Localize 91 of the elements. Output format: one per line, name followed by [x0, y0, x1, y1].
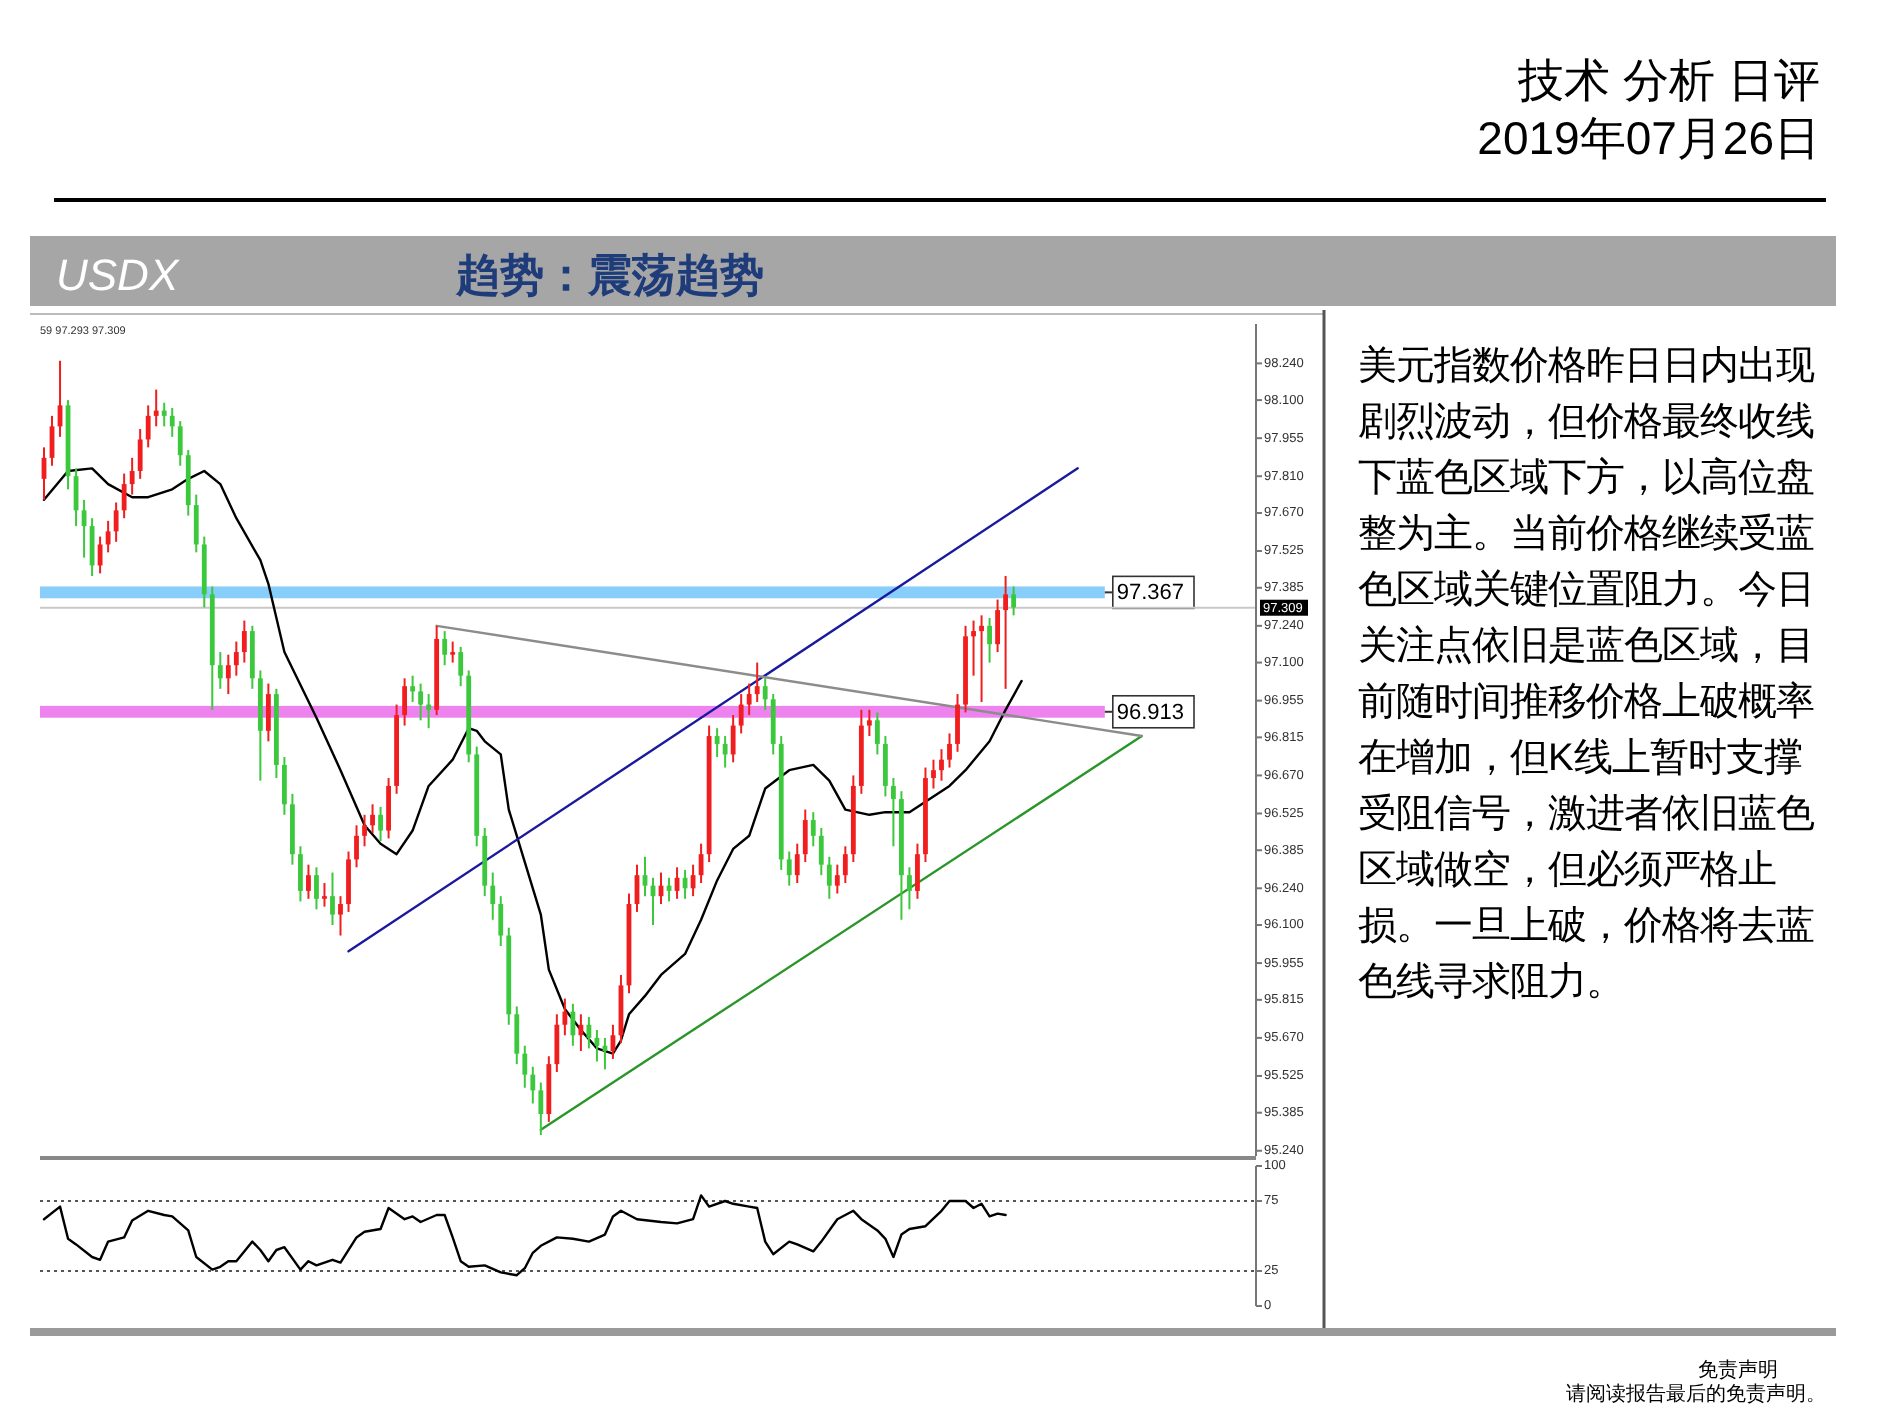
candlestick	[562, 997, 568, 1037]
candlestick	[177, 420, 183, 467]
candlestick	[161, 401, 167, 428]
candlestick	[378, 805, 383, 843]
candlestick	[714, 727, 720, 759]
line-series	[42, 1194, 1007, 1277]
candlestick	[754, 661, 760, 703]
candlestick	[907, 866, 912, 911]
candlestick	[265, 682, 271, 743]
candlestick	[987, 616, 992, 664]
candlestick	[947, 732, 952, 769]
candlestick	[450, 640, 456, 664]
text: 2019年07月26日	[1477, 110, 1820, 168]
candlestick	[866, 708, 872, 738]
candlestick	[931, 758, 936, 790]
candlestick	[554, 1013, 560, 1074]
candlestick	[770, 693, 776, 756]
candlestick	[874, 711, 880, 756]
candlestick	[113, 501, 119, 543]
candlestick	[722, 735, 728, 769]
candlestick	[370, 803, 375, 835]
candlestick	[570, 1002, 576, 1047]
candlestick	[426, 693, 432, 730]
candlestick	[442, 630, 448, 667]
candlestick	[338, 895, 343, 937]
candlestick	[121, 472, 127, 520]
candlestick	[915, 842, 920, 900]
candlestick	[306, 863, 311, 900]
candlestick	[979, 614, 984, 703]
candlestick	[498, 895, 504, 948]
candlestick	[738, 693, 744, 735]
candlestick	[834, 863, 840, 895]
band-label: 97.367	[1116, 581, 1185, 606]
candlestick	[730, 714, 736, 764]
candlestick	[193, 493, 199, 554]
candlestick	[386, 777, 391, 840]
candlestick	[225, 653, 231, 696]
candlestick	[955, 693, 960, 753]
text: 技术 分析 日评	[1516, 52, 1820, 110]
candlestick	[826, 855, 832, 900]
candlestick	[233, 640, 239, 677]
candlestick	[538, 1081, 544, 1136]
candlestick	[282, 756, 287, 816]
candlestick	[882, 735, 888, 798]
candlestick	[105, 519, 111, 554]
candlestick	[298, 845, 303, 903]
band-label: 96.913	[1116, 700, 1185, 725]
candlestick	[362, 813, 367, 848]
candlestick	[402, 677, 408, 727]
text: 免责声明	[1696, 1360, 1778, 1383]
candlestick	[971, 619, 976, 677]
candlestick	[137, 427, 143, 480]
candlestick	[1011, 585, 1017, 617]
chart-subtitle: 趋势：震荡趋势	[454, 250, 764, 300]
line-series	[42, 467, 1023, 1055]
candlestick	[939, 748, 944, 782]
candlestick	[241, 619, 247, 664]
candlestick	[249, 624, 255, 690]
candlestick	[794, 842, 800, 885]
candlestick	[842, 845, 848, 885]
candlestick	[169, 406, 175, 438]
candlestick	[762, 677, 768, 711]
candlestick	[514, 1005, 520, 1066]
candlestick	[818, 826, 824, 877]
candlestick	[330, 871, 335, 927]
candlestick	[153, 388, 159, 428]
candlestick	[802, 808, 808, 864]
candlestick	[995, 598, 1000, 654]
candlestick	[522, 1044, 528, 1089]
candlestick	[97, 535, 103, 575]
candlestick	[354, 824, 359, 869]
candlestick	[217, 651, 223, 690]
text: 美元指数价格昨日日内出现剧烈波动，但价格最终收线下蓝色区域下方，以高位盘整为主。当前价格继续受蓝色区域关键位置阻力。今日关注点依旧是蓝色区域，目前随时间推移价格上破概率在增加，但K线上暂时支撑受阻信号，激进者依旧蓝色区域做空，但必须严格止损。一旦上破，价格将去蓝色线寻求阻力。	[1358, 346, 1814, 1004]
candlestick	[129, 456, 135, 496]
candlestick	[578, 1013, 584, 1053]
candlestick	[346, 850, 351, 913]
candlestick	[314, 866, 319, 911]
candlestick	[810, 811, 816, 848]
candlestick	[322, 882, 327, 908]
text: 请阅读报告最后的免责声明。	[1566, 1384, 1826, 1408]
candlestick	[786, 850, 792, 887]
candlestick	[458, 645, 464, 688]
candlestick	[530, 1065, 536, 1105]
candlestick	[1003, 574, 1008, 690]
chart-title: USDX	[56, 250, 181, 300]
candlestick	[145, 404, 151, 449]
candlestick	[746, 682, 752, 717]
candlestick	[418, 682, 424, 722]
candlestick	[410, 674, 416, 703]
candlestick	[490, 871, 496, 921]
candlestick	[891, 777, 896, 848]
